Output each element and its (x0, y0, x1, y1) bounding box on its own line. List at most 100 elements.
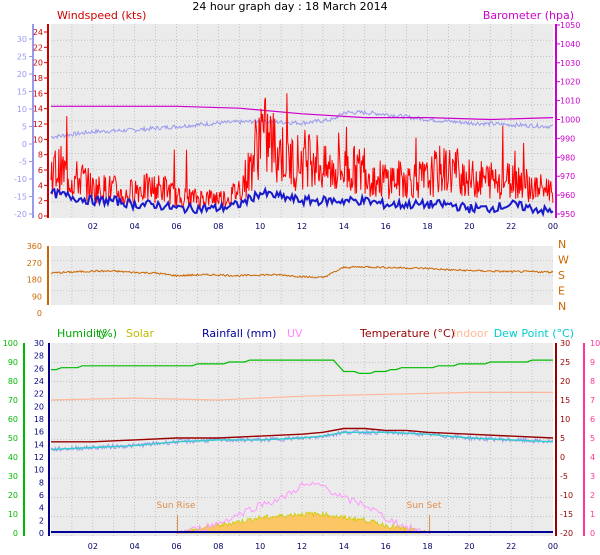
x-tick-label: 20 (464, 222, 474, 231)
temperature-tick-label: 15 (560, 396, 570, 405)
rain-tick-label: 4 (39, 504, 44, 513)
x-tick-label: 10 (255, 542, 265, 551)
x-tick-label: 12 (297, 542, 307, 551)
baro-tick-label: 970 (560, 172, 575, 181)
legend-dewpoint: Dew Point (°C) (494, 327, 574, 340)
uv-tick-label: 8 (590, 377, 595, 386)
bottom-panel: Humidity (%) Solar Rainfall (mm) UV Temp… (3, 327, 600, 551)
legend-solar: Solar (126, 327, 155, 340)
outer-tick-label: -10 (14, 175, 27, 184)
baro-tick-label: 1050 (560, 21, 580, 30)
wind-tick-label: 18 (33, 74, 43, 83)
x-tick-label: 22 (506, 222, 516, 231)
x-tick-label: 14 (339, 542, 349, 551)
rain-tick-label: 10 (34, 466, 44, 475)
top-x-ticks: 02 04 06 08 10 12 14 16 18 20 22 00 (88, 222, 558, 231)
uv-tick-label: 9 (590, 358, 595, 367)
outer-tick-label: -5 (19, 158, 27, 167)
legend-uv: UV (287, 327, 303, 340)
uv-tick-label: 1 (590, 510, 595, 519)
temperature-tick-label: 20 (560, 377, 570, 386)
wind-tick-label: 2 (38, 197, 43, 206)
rain-tick-label: 26 (34, 364, 44, 373)
compass-tick-label: E (558, 285, 565, 298)
x-tick-label: 00 (548, 542, 558, 551)
humidity-tick-label: 40 (8, 453, 18, 462)
outer-tick-label: 0 (22, 140, 27, 149)
rain-tick-label: 2 (39, 516, 44, 525)
humidity-tick-label: 10 (8, 510, 18, 519)
baro-tick-label: 990 (560, 134, 575, 143)
temperature-tick-label: 0 (560, 453, 565, 462)
windspeed-line (50, 93, 554, 210)
outer-tick-label: 25 (17, 53, 27, 62)
wind-tick-label: 8 (38, 151, 43, 160)
outer-tick-label: -20 (14, 210, 27, 219)
baro-tick-label: 1020 (560, 78, 580, 87)
wind-tick-label: 20 (33, 59, 43, 68)
wind-tick-label: 10 (33, 135, 43, 144)
wind-tick-label: 6 (38, 166, 43, 175)
wind-tick-label: 14 (33, 105, 43, 114)
uv-tick-label: 5 (590, 434, 595, 443)
x-tick-label: 12 (297, 222, 307, 231)
legend-indoor: Indoor (453, 327, 489, 340)
humidity-tick-label: 90 (8, 358, 18, 367)
temperature-tick-label: -20 (560, 529, 573, 538)
x-tick-label: 16 (381, 542, 391, 551)
uv-tick-label: 4 (590, 453, 595, 462)
temperature-tick-label: -10 (560, 491, 573, 500)
x-tick-label: 04 (130, 222, 140, 231)
outer-tick-label: 20 (17, 70, 27, 79)
rain-tick-label: 14 (34, 440, 44, 449)
indoor-line (50, 391, 553, 401)
x-tick-label: 10 (255, 222, 265, 231)
baro-tick-label: 950 (560, 210, 575, 219)
rain-tick-label: 24 (34, 377, 44, 386)
barometer-label: Barometer (hpa) (483, 9, 574, 22)
humidity-tick-label: 60 (8, 415, 18, 424)
wind-tick-label: 16 (33, 89, 43, 98)
dewpoint-line (50, 431, 554, 451)
top-plot-area (51, 24, 553, 218)
baro-tick-label: 960 (560, 191, 575, 200)
wind-tick-label: 22 (33, 43, 43, 52)
x-tick-label: 06 (171, 542, 181, 551)
uv-tick-label: 3 (590, 472, 595, 481)
x-tick-label: 00 (548, 222, 558, 231)
outer-tick-label: 5 (22, 123, 27, 132)
outer-tick-label: -15 (14, 193, 27, 202)
rain-tick-label: 0 (39, 529, 44, 538)
compass-tick-label: W (558, 254, 569, 267)
top-panel: Windspeed (kts) Barometer (hpa) 30252015… (14, 9, 580, 231)
bottom-x-ticks: 02 04 06 08 10 12 14 16 18 20 22 00 (88, 542, 558, 551)
outer-tick-label: 10 (17, 105, 27, 114)
windspeed-label: Windspeed (kts) (57, 9, 146, 22)
barometer-line (51, 105, 554, 121)
temperature-tick-label: 10 (560, 415, 570, 424)
uv-tick-label: 10 (590, 339, 600, 348)
x-tick-label: 06 (171, 222, 181, 231)
temperature-line (50, 109, 554, 140)
rain-tick-label: 12 (34, 453, 44, 462)
direction-tick-label: 0 (37, 309, 42, 318)
rain-tick-label: 28 (34, 352, 44, 361)
baro-tick-label: 1030 (560, 59, 580, 68)
direction-tick-label: 270 (27, 259, 42, 268)
humidity-tick-label: 30 (8, 472, 18, 481)
x-tick-label: 02 (88, 222, 98, 231)
uv-tick-label: 7 (590, 396, 595, 405)
x-tick-label: 22 (506, 542, 516, 551)
compass-tick-label: N (558, 238, 566, 251)
compass-tick-label: S (558, 269, 565, 282)
rain-tick-label: 18 (34, 415, 44, 424)
humidity-tick-label: 100 (3, 339, 18, 348)
x-tick-label: 16 (381, 222, 391, 231)
uv-line (176, 481, 428, 534)
x-tick-label: 08 (213, 542, 223, 551)
x-tick-label: 04 (130, 542, 140, 551)
bottom-axes: 1009080706050403020100302826242220181614… (3, 339, 600, 538)
bottom-series (50, 359, 554, 534)
rain-tick-label: 20 (34, 402, 44, 411)
